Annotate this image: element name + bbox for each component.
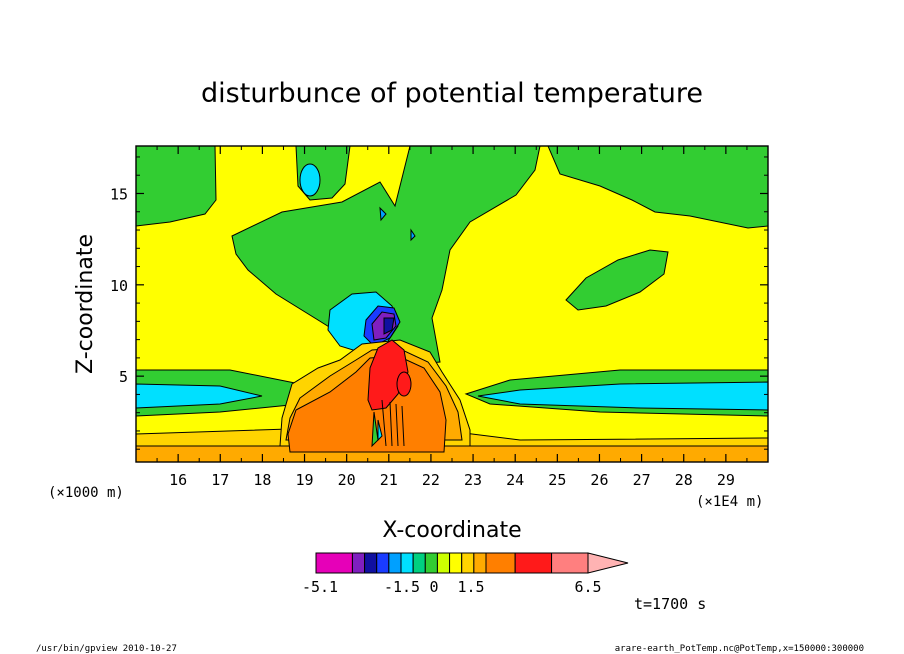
x-unit-right: (×1E4 m) bbox=[696, 494, 763, 510]
x-tick-label: 28 bbox=[675, 471, 693, 489]
colorbar-swatch bbox=[436, 552, 451, 574]
chart-title: disturbunce of potential temperature bbox=[201, 78, 703, 109]
colorbar-label: -1.5 bbox=[384, 578, 420, 596]
colorbar-swatch bbox=[485, 552, 516, 574]
contour-darkblue-core bbox=[383, 317, 395, 335]
contour-green-column bbox=[371, 411, 379, 448]
time-label: t=1700 s bbox=[634, 595, 706, 613]
x-tick-label: 21 bbox=[380, 471, 398, 489]
colorbar-label: 6.5 bbox=[574, 578, 601, 596]
contour-green-right-island bbox=[565, 249, 669, 311]
colorbar-swatch bbox=[400, 552, 414, 574]
contour-cyan-upper bbox=[299, 163, 321, 197]
footer-left: /usr/bin/gpview 2010-10-27 bbox=[36, 644, 177, 654]
contour-lines-column bbox=[381, 399, 405, 447]
colorbar bbox=[315, 552, 629, 574]
y-tick-label: 15 bbox=[110, 185, 128, 203]
x-unit-left: (×1000 m) bbox=[48, 485, 124, 501]
footer-right: arare-earth_PotTemp.nc@PotTemp,x=150000:… bbox=[615, 644, 864, 654]
x-tick-label: 26 bbox=[590, 471, 608, 489]
x-tick-label: 23 bbox=[464, 471, 482, 489]
contour-green-central-plume bbox=[231, 146, 541, 365]
colorbar-swatch bbox=[473, 552, 487, 574]
x-tick-label: 27 bbox=[633, 471, 651, 489]
contour-blue-upper-b bbox=[410, 228, 416, 242]
x-axis-label: X-coordinate bbox=[382, 518, 521, 543]
colorbar-swatch bbox=[351, 552, 366, 574]
colorbar-swatch bbox=[551, 552, 589, 574]
contour-cyan-low-left bbox=[136, 383, 263, 409]
contour-green-upper-left bbox=[136, 146, 217, 227]
x-tick-label: 29 bbox=[717, 471, 735, 489]
colorbar-swatch bbox=[412, 552, 426, 574]
x-tick-label: 16 bbox=[169, 471, 187, 489]
contour-blue-upper-a bbox=[379, 206, 387, 222]
colorbar-swatch bbox=[424, 552, 438, 574]
plot-area: 16 17 18 19 20 21 22 23 24 25 26 27 28 29 5 10 15 bbox=[110, 145, 769, 489]
contour-red-core bbox=[367, 339, 409, 411]
colorbar-labels: -5.1 -1.5 0 1.5 6.5 bbox=[302, 578, 602, 596]
colorbar-arrow bbox=[587, 552, 629, 574]
contour-green-upper-right bbox=[547, 146, 768, 229]
colorbar-swatch bbox=[376, 552, 390, 574]
contour-cyan-low-right bbox=[477, 381, 768, 411]
x-tick-label: 18 bbox=[253, 471, 271, 489]
colorbar-swatch bbox=[364, 552, 378, 574]
contour-red-right bbox=[396, 371, 412, 397]
y-tick-label: 5 bbox=[119, 368, 128, 386]
x-tick-label: 25 bbox=[548, 471, 566, 489]
colorbar-label: 1.5 bbox=[457, 578, 484, 596]
y-axis-label: Z-coordinate bbox=[73, 234, 98, 374]
contour-cyan-column bbox=[377, 419, 383, 442]
y-axis-ticks: 5 10 15 bbox=[110, 156, 768, 450]
colorbar-label: 0 bbox=[429, 578, 438, 596]
y-tick-label: 10 bbox=[110, 277, 128, 295]
colorbar-swatch bbox=[315, 552, 353, 574]
x-axis-ticks: 16 17 18 19 20 21 22 23 24 25 26 27 28 29 bbox=[156, 146, 748, 489]
colorbar-swatch bbox=[388, 552, 402, 574]
colorbar-label: -5.1 bbox=[302, 578, 338, 596]
x-tick-label: 24 bbox=[506, 471, 524, 489]
colorbar-swatch bbox=[449, 552, 463, 574]
colorbar-swatch bbox=[514, 552, 553, 574]
x-tick-label: 22 bbox=[422, 471, 440, 489]
colorbar-swatch bbox=[461, 552, 475, 574]
x-tick-label: 20 bbox=[338, 471, 356, 489]
x-tick-label: 17 bbox=[211, 471, 229, 489]
x-tick-label: 19 bbox=[296, 471, 314, 489]
